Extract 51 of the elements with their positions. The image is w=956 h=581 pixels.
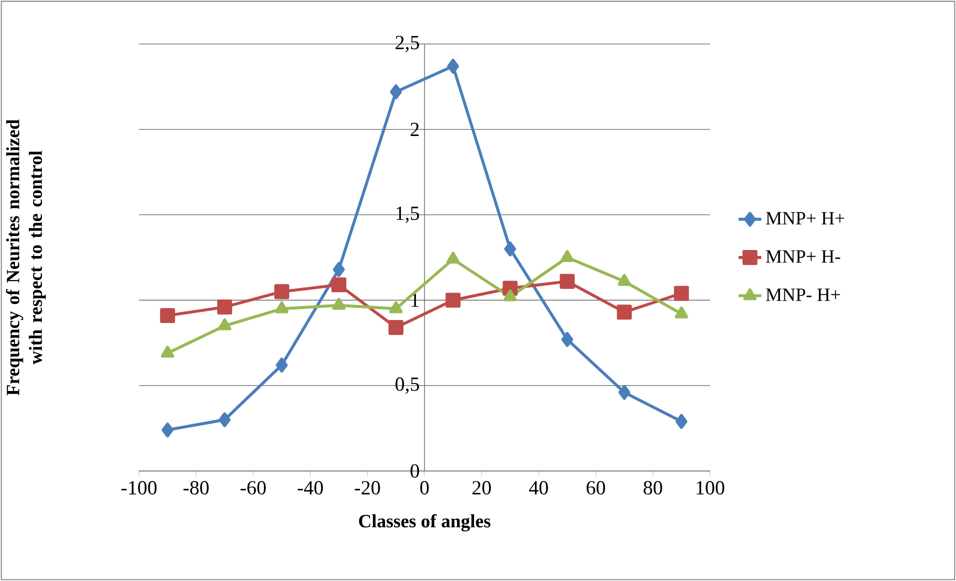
x-tick-label: -60 — [240, 481, 266, 495]
y-axis-title: Frequency of Neurites normalized with respect to the control — [6, 119, 46, 396]
y-tick-label: 2 — [410, 122, 419, 136]
point — [275, 301, 288, 314]
y-tick-label: 1 — [412, 294, 419, 307]
point — [616, 304, 632, 320]
point — [618, 274, 632, 286]
point — [389, 301, 403, 314]
point — [331, 277, 346, 292]
point — [388, 320, 404, 335]
point — [332, 298, 346, 310]
point — [560, 274, 575, 289]
legend-label: MNP+ H- — [766, 250, 840, 263]
x-tick-label: -40 — [298, 481, 323, 495]
x-tick-label: 100 — [696, 481, 724, 495]
x-tick-label: 0 — [420, 481, 429, 495]
y-tick-label: 2,5 — [396, 36, 420, 52]
point — [675, 414, 688, 429]
x-axis-title: Classes of angles — [359, 514, 490, 532]
y-tick-label: 1,5 — [396, 206, 420, 223]
point — [560, 250, 574, 262]
point — [274, 284, 290, 300]
point — [504, 241, 516, 256]
point — [276, 358, 288, 373]
point — [561, 332, 574, 347]
x-tick-label: 60 — [586, 481, 606, 495]
y-tick-label: 0 — [410, 464, 420, 478]
point — [332, 262, 345, 277]
x-tick-label: -20 — [354, 481, 380, 495]
point — [390, 84, 402, 100]
legend-label: MNP- H+ — [766, 288, 840, 301]
y-tick-label: 0,5 — [396, 377, 420, 394]
x-tick-label: 40 — [529, 481, 548, 495]
point — [218, 412, 231, 428]
point — [503, 289, 517, 302]
point — [218, 318, 232, 330]
point — [446, 252, 460, 264]
x-tick-label: 80 — [644, 481, 662, 495]
legend-label: MNP+ H+ — [766, 212, 844, 224]
point — [162, 422, 174, 438]
point — [674, 286, 689, 301]
point — [618, 384, 630, 400]
x-tick-label: -80 — [184, 481, 209, 495]
point — [447, 58, 460, 74]
point — [674, 306, 688, 318]
x-tick-label: 20 — [472, 481, 491, 495]
point — [446, 292, 461, 308]
x-tick-label: -100 — [121, 481, 157, 495]
point — [160, 346, 174, 358]
point — [160, 308, 176, 324]
point — [217, 300, 232, 314]
